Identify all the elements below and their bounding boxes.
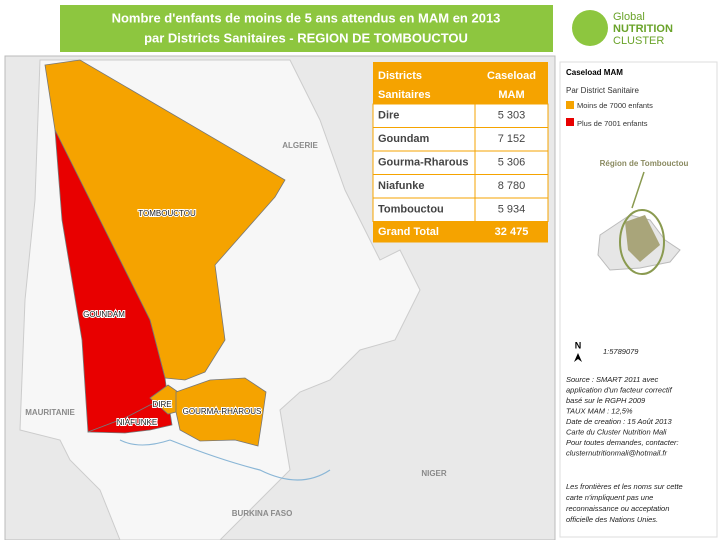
legend-item: Moins de 7000 enfants [577,101,653,110]
table-header-cell: Sanitaires [378,89,431,101]
table-header-bg [373,62,548,104]
table-cell: 5 306 [498,157,526,169]
legend-title: Caseload MAM [566,68,623,77]
logo-text: NUTRITION [613,23,673,35]
district-gourma-rharous [175,377,267,447]
note-line: clusternutritionmali@hotmail.fr [566,448,667,457]
legend-subtitle: Par District Sanitaire [566,86,639,95]
scale: 1:5789079 [603,347,639,356]
country-label: BURKINA FASO [232,509,293,518]
district-label: DIRE [152,400,171,409]
river [119,439,171,446]
note-line: Date de creation : 15 Août 2013 [566,417,672,426]
logo-text: Global [613,11,645,23]
table-cell: Tombouctou [378,204,444,216]
inset-pointer [631,171,645,209]
district-label: GOURMA-RHAROUS [183,407,262,416]
note-line: application d'un facteur correctif [566,385,673,394]
table-total-cell: Grand Total [378,226,439,238]
country-label: ALGERIE [282,141,318,150]
note-line: Source : SMART 2011 avec [566,375,659,384]
table-total-cell: 32 475 [495,226,529,238]
legend-panel [559,61,718,538]
title-banner [60,5,553,52]
country-label: MAURITANIE [25,408,75,417]
caseload-table: Districts Caseload Sanitaires MAM Dire 5 303 G… [372,62,549,243]
district-label: NIAFUNKE [117,418,157,427]
logo-globe [572,10,608,46]
title: par Districts Sanitaires - REGION DE TOM… [144,30,468,45]
title: Nombre d'enfants de moins de 5 ans atten… [112,10,501,25]
note-line: TAUX MAM : 12,5% [566,406,633,415]
table-cell: 8 780 [498,180,526,192]
table-header-cell: Districts [378,70,422,82]
table-cell: Gourma-Rharous [378,157,468,169]
disclaimer-line: officielle des Nations Unies. [566,515,658,524]
disclaimer-line: Les frontières et les noms sur cette [566,482,683,491]
legend-item: Plus de 7001 enfants [577,119,648,128]
table-total-bg [373,221,548,243]
table-cell: Niafunke [378,180,424,192]
district-label: GOUNDAM [83,310,125,319]
table-cell: 5 303 [498,110,526,122]
inset-region [625,215,660,262]
table-header-cell: Caseload [487,70,536,82]
disclaimer-line: reconnaissance ou acceptation [566,504,669,513]
logo-text: CLUSTER [613,35,664,47]
note-line: Pour toutes demandes, contacter: [566,438,679,447]
north-arrow: N [575,340,582,350]
north-arrow [574,353,582,362]
disclaimer-line: carte n'impliquent pas une [566,493,653,502]
legend-swatch [566,101,574,109]
inset-title: Région de Tombouctou [600,159,689,168]
table-cell: Dire [378,110,399,122]
table-header-cell: MAM [498,89,524,101]
district-label: TOMBOUCTOU [138,209,196,218]
table-cell: 5 934 [498,204,526,216]
legend-swatch [566,118,574,126]
table-cell: 7 152 [498,133,526,145]
country-label: NIGER [421,469,447,478]
river [169,439,331,481]
inset-highlight [619,209,665,275]
note-line: basé sur le RGPH 2009 [566,396,646,405]
note-line: Carte du Cluster Nutrition Mali [566,427,667,436]
table-cell: Goundam [378,133,430,145]
